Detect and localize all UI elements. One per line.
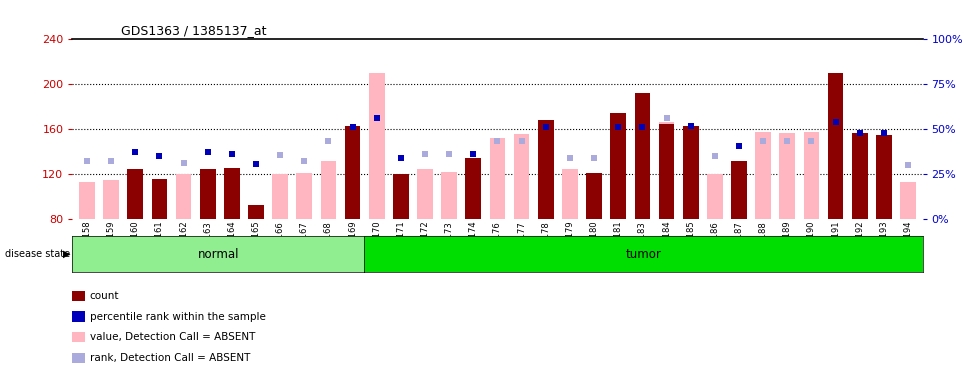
Bar (297, 173, 312, 219)
Bar (562, 169, 578, 219)
Bar (876, 135, 892, 219)
Bar (369, 73, 384, 219)
Bar (828, 73, 843, 219)
Bar (79, 182, 95, 219)
Bar (707, 174, 723, 219)
Text: normal: normal (197, 248, 239, 261)
Text: count: count (90, 291, 120, 301)
Bar (152, 179, 167, 219)
Bar (417, 169, 433, 219)
Bar (128, 169, 143, 219)
Bar (103, 180, 119, 219)
Bar (345, 126, 360, 219)
Bar (176, 174, 191, 219)
Text: value, Detection Call = ABSENT: value, Detection Call = ABSENT (90, 332, 255, 342)
Bar (248, 205, 264, 219)
Bar (755, 132, 771, 219)
Bar (490, 138, 505, 219)
Bar (586, 173, 602, 219)
Bar (683, 126, 698, 219)
Bar (804, 132, 819, 219)
Bar (900, 182, 916, 219)
Bar (321, 161, 336, 219)
Text: rank, Detection Call = ABSENT: rank, Detection Call = ABSENT (90, 353, 250, 363)
Bar (272, 174, 288, 219)
Bar (466, 158, 481, 219)
Bar (200, 169, 215, 219)
Text: disease state: disease state (5, 249, 70, 259)
Text: tumor: tumor (625, 248, 661, 261)
Bar (635, 93, 650, 219)
Bar (441, 172, 457, 219)
Bar (659, 124, 674, 219)
Text: percentile rank within the sample: percentile rank within the sample (90, 312, 266, 321)
Bar (731, 161, 747, 219)
Bar (514, 134, 529, 219)
Bar (224, 168, 240, 219)
Bar (852, 133, 867, 219)
Bar (538, 120, 554, 219)
Bar (659, 122, 674, 219)
Text: GDS1363 / 1385137_at: GDS1363 / 1385137_at (121, 24, 267, 38)
Bar (393, 174, 409, 219)
Text: ▶: ▶ (63, 249, 71, 259)
Bar (611, 112, 626, 219)
Bar (780, 133, 795, 219)
